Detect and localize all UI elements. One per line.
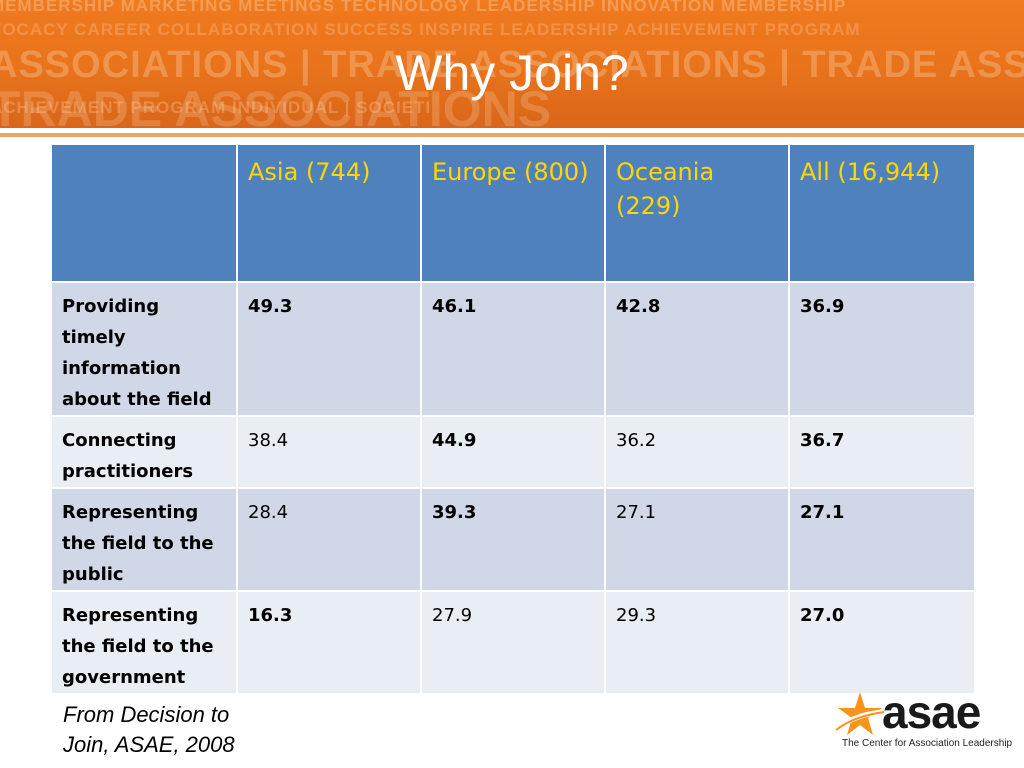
cell-value: 27.0	[788, 590, 976, 695]
logo-wordmark: asae	[882, 686, 981, 738]
cell-value: 27.9	[420, 590, 606, 695]
cell-value: 38.4	[236, 415, 422, 489]
banner-word-line: TRADE ASSOCIATIONS	[0, 81, 552, 128]
banner-word-line: VOCACY CAREER COLLABORATION SUCCESS INSP…	[0, 20, 861, 39]
cell-value: 44.9	[420, 415, 606, 489]
cell-value: 29.3	[604, 590, 790, 695]
banner-word-line: ASSOCIATIONS | TRADE ASSOCIATIONS | TRAD…	[0, 44, 1024, 86]
column-header-europe: Europe (800)	[420, 143, 606, 283]
cell-value: 27.1	[604, 487, 790, 592]
row-label: Connecting practitioners	[50, 415, 238, 489]
row-label: Representing the field to the government	[50, 590, 238, 695]
cell-value: 36.2	[604, 415, 790, 489]
table-row: Representing the field to the public 28.…	[50, 487, 976, 592]
cell-value: 36.9	[788, 281, 976, 417]
cell-value: 36.7	[788, 415, 976, 489]
table-header-row: Asia (744) Europe (800) Oceania (229) Al…	[50, 143, 976, 283]
column-header-all: All (16,944)	[788, 143, 976, 283]
star-swoosh-icon	[834, 692, 885, 735]
why-join-table: Asia (744) Europe (800) Oceania (229) Al…	[50, 143, 976, 695]
cell-value: 49.3	[236, 281, 422, 417]
cell-value: 42.8	[604, 281, 790, 417]
asae-logo: asae The Center for Association Leadersh…	[830, 686, 1013, 758]
banner-word-line: MEMBERSHIP MARKETING MEETINGS TECHNOLOGY…	[0, 0, 847, 15]
source-citation: From Decision to Join, ASAE, 2008	[63, 700, 235, 760]
banner-accent-line	[0, 133, 1024, 137]
banner-word-line: ACHIEVEMENT PROGRAM INDIVIDUAL | SOCIETI	[0, 98, 432, 117]
banner-divider	[0, 128, 1024, 133]
table-row: Providing timely information about the f…	[50, 281, 976, 417]
cell-value: 27.1	[788, 487, 976, 592]
cell-value: 28.4	[236, 487, 422, 592]
table-row: Connecting practitioners 38.4 44.9 36.2 …	[50, 415, 976, 489]
source-line: Join, ASAE, 2008	[63, 732, 235, 757]
row-label: Providing timely information about the f…	[50, 281, 238, 417]
source-line: From Decision to	[63, 702, 230, 727]
cell-value: 16.3	[236, 590, 422, 695]
column-header-asia: Asia (744)	[236, 143, 422, 283]
banner-background-words: MEMBERSHIP MARKETING MEETINGS TECHNOLOGY…	[0, 0, 1024, 128]
title-banner: MEMBERSHIP MARKETING MEETINGS TECHNOLOGY…	[0, 0, 1024, 128]
row-label: Representing the field to the public	[50, 487, 238, 592]
slide-title: Why Join?	[395, 45, 629, 101]
column-header-oceania: Oceania (229)	[604, 143, 790, 283]
table-row: Representing the field to the government…	[50, 590, 976, 695]
column-header-empty	[50, 143, 238, 283]
logo-tagline: The Center for Association Leadership	[842, 738, 1013, 749]
cell-value: 46.1	[420, 281, 606, 417]
cell-value: 39.3	[420, 487, 606, 592]
